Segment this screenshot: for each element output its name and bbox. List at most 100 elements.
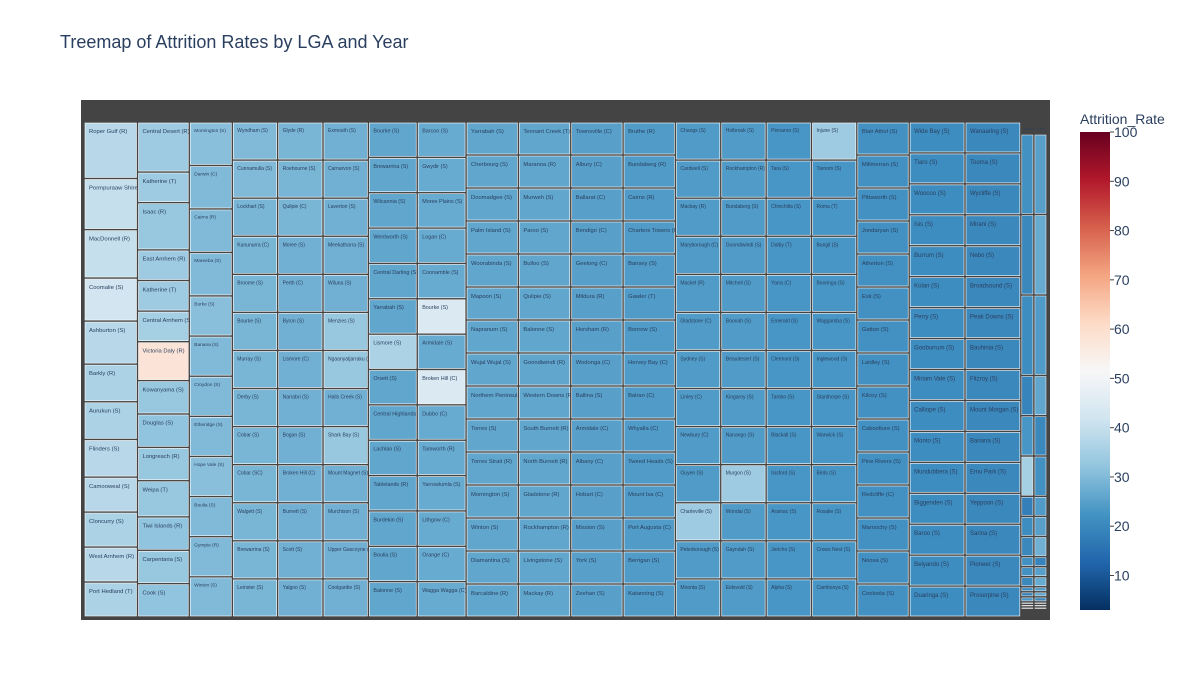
treemap-tile[interactable]: [84, 402, 137, 439]
treemap-tile[interactable]: [721, 313, 766, 350]
treemap-tile[interactable]: [812, 427, 857, 464]
treemap-tile[interactable]: [766, 313, 811, 350]
treemap-tile[interactable]: [623, 320, 675, 353]
treemap-tile[interactable]: [466, 518, 518, 551]
treemap-tile[interactable]: [84, 512, 137, 547]
treemap-tile[interactable]: [623, 353, 675, 386]
treemap-tile[interactable]: [138, 517, 189, 550]
treemap-tile[interactable]: [965, 246, 1021, 276]
treemap-tile[interactable]: [189, 376, 232, 416]
treemap-tile[interactable]: [323, 198, 368, 236]
treemap-tile[interactable]: [812, 541, 857, 579]
treemap-tile[interactable]: [766, 541, 811, 579]
treemap-tile[interactable]: [1021, 602, 1034, 604]
treemap-tile[interactable]: [571, 221, 623, 254]
treemap-tile[interactable]: [138, 481, 189, 517]
treemap-tile[interactable]: [369, 511, 417, 546]
treemap-tile[interactable]: [812, 465, 857, 503]
treemap-tile[interactable]: [417, 546, 466, 581]
treemap-tile[interactable]: [417, 122, 466, 157]
treemap-tile[interactable]: [519, 287, 571, 320]
treemap-tile[interactable]: [84, 179, 137, 229]
treemap-tile[interactable]: [519, 254, 571, 287]
treemap-tile[interactable]: [1034, 376, 1047, 415]
treemap-tile[interactable]: [766, 198, 811, 236]
treemap-tile[interactable]: [571, 386, 623, 419]
treemap-tile[interactable]: [676, 160, 721, 198]
treemap-tile[interactable]: [466, 254, 518, 287]
treemap-tile[interactable]: [369, 158, 417, 193]
treemap-tile[interactable]: [909, 184, 965, 215]
treemap-tile[interactable]: [571, 188, 623, 221]
treemap-tile[interactable]: [323, 275, 368, 312]
treemap-tile[interactable]: [138, 172, 189, 202]
treemap-tile[interactable]: [466, 485, 518, 518]
treemap-tile[interactable]: [417, 511, 466, 546]
treemap-tile[interactable]: [812, 198, 857, 236]
treemap-tile[interactable]: [676, 541, 721, 579]
treemap-tile[interactable]: [278, 313, 323, 350]
treemap-tile[interactable]: [189, 209, 232, 252]
treemap-tile[interactable]: [84, 477, 137, 512]
treemap-tile[interactable]: [1034, 577, 1047, 587]
treemap-tile[interactable]: [676, 313, 721, 350]
treemap-tile[interactable]: [623, 485, 675, 518]
treemap-tile[interactable]: [232, 541, 277, 579]
treemap-tile[interactable]: [232, 160, 277, 198]
treemap-tile[interactable]: [278, 275, 323, 312]
treemap-tile[interactable]: [857, 518, 909, 551]
treemap-tile[interactable]: [766, 579, 811, 617]
treemap-tile[interactable]: [965, 122, 1021, 153]
treemap-tile[interactable]: [278, 427, 323, 464]
treemap-tile[interactable]: [278, 465, 323, 503]
treemap-tile[interactable]: [721, 198, 766, 236]
treemap-tile[interactable]: [965, 277, 1021, 307]
treemap-tile[interactable]: [369, 370, 417, 405]
treemap-tile[interactable]: [909, 339, 965, 369]
treemap-tile[interactable]: [909, 122, 965, 153]
treemap-tile[interactable]: [519, 485, 571, 518]
treemap-tile[interactable]: [1034, 567, 1047, 577]
treemap-tile[interactable]: [84, 122, 137, 178]
treemap-tile[interactable]: [323, 389, 368, 426]
treemap-tile[interactable]: [857, 122, 909, 155]
treemap-tile[interactable]: [623, 584, 675, 617]
treemap-tile[interactable]: [323, 313, 368, 350]
treemap-tile[interactable]: [369, 264, 417, 299]
treemap-tile[interactable]: [721, 465, 766, 503]
treemap-tile[interactable]: [323, 427, 368, 464]
treemap-tile[interactable]: [857, 485, 909, 518]
treemap-tile[interactable]: [857, 452, 909, 485]
treemap-tile[interactable]: [84, 230, 137, 278]
treemap-tile[interactable]: [1034, 416, 1047, 456]
treemap-tile[interactable]: [676, 427, 721, 464]
treemap-tile[interactable]: [519, 155, 571, 188]
treemap-tile[interactable]: [1021, 577, 1034, 587]
treemap-tile[interactable]: [84, 321, 137, 364]
treemap-tile[interactable]: [189, 417, 232, 456]
treemap-tile[interactable]: [766, 236, 811, 274]
treemap-tile[interactable]: [466, 221, 518, 254]
treemap-tile[interactable]: [232, 236, 277, 274]
treemap-tile[interactable]: [1021, 537, 1034, 556]
treemap-tile[interactable]: [1021, 456, 1034, 496]
treemap-tile[interactable]: [466, 551, 518, 584]
treemap-tile[interactable]: [1034, 605, 1047, 607]
treemap-tile[interactable]: [278, 198, 323, 236]
treemap-tile[interactable]: [766, 427, 811, 464]
treemap-tile[interactable]: [909, 401, 965, 431]
treemap-tile[interactable]: [323, 465, 368, 503]
treemap-tile[interactable]: [909, 432, 965, 462]
treemap-tile[interactable]: [278, 389, 323, 426]
treemap-tile[interactable]: [519, 221, 571, 254]
treemap-tile[interactable]: [1021, 295, 1034, 375]
treemap-tile[interactable]: [417, 158, 466, 193]
treemap-tile[interactable]: [909, 277, 965, 307]
treemap-tile[interactable]: [857, 221, 909, 254]
treemap-tile[interactable]: [323, 236, 368, 274]
treemap-tile[interactable]: [965, 308, 1021, 338]
treemap-tile[interactable]: [857, 419, 909, 452]
treemap-tile[interactable]: [1021, 592, 1034, 597]
treemap-tile[interactable]: [138, 122, 189, 172]
treemap-tile[interactable]: [417, 582, 466, 617]
